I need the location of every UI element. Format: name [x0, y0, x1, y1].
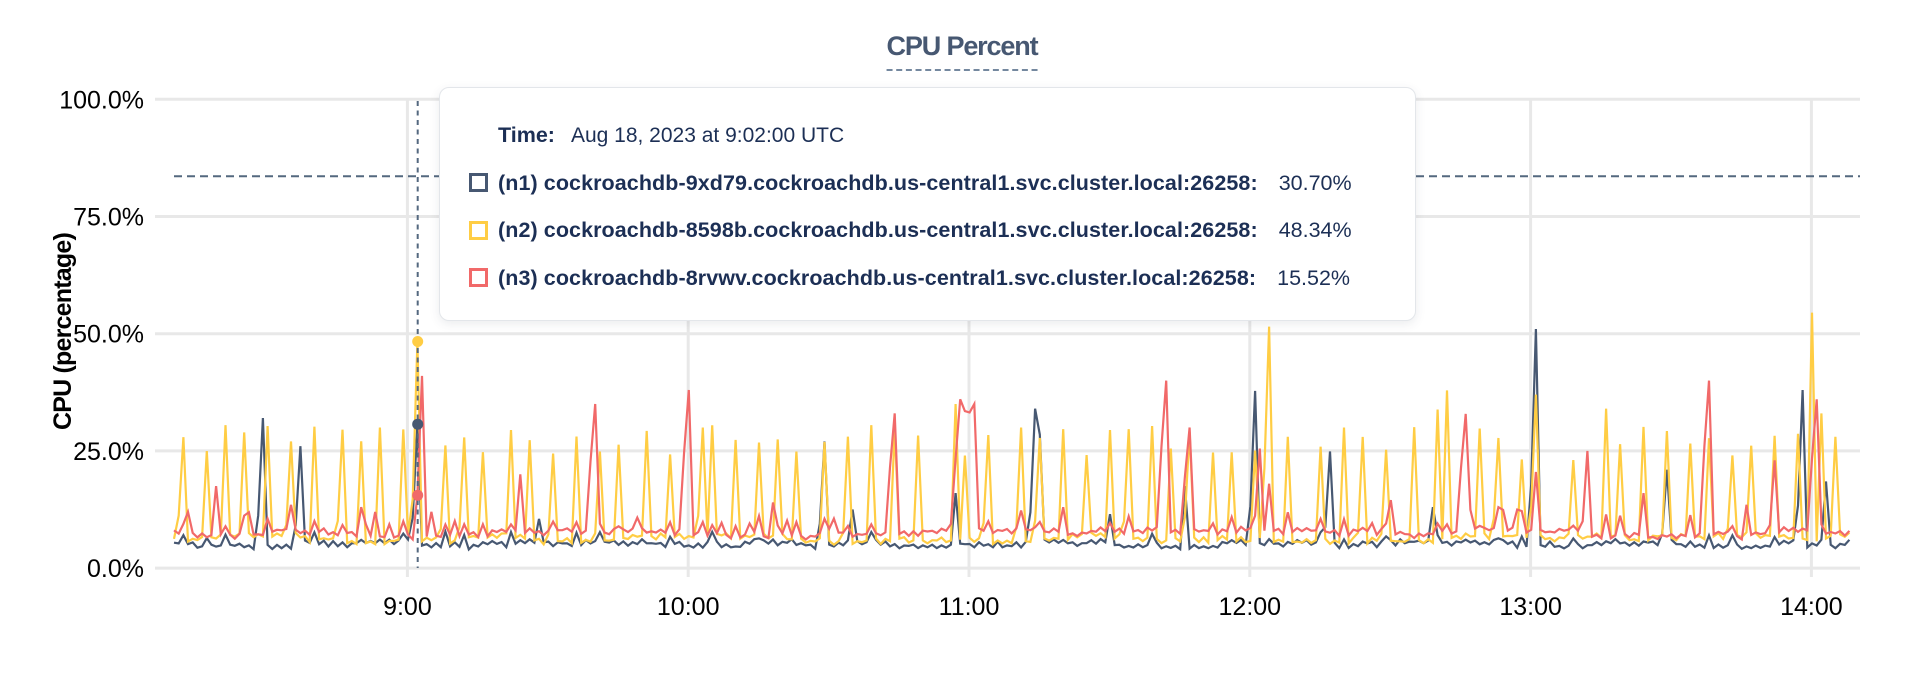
- svg-text:25.0%: 25.0%: [73, 438, 144, 466]
- svg-text:75.0%: 75.0%: [73, 204, 144, 232]
- svg-text:CPU (percentage): CPU (percentage): [49, 233, 77, 430]
- svg-text:9:00: 9:00: [383, 593, 432, 621]
- svg-text:100.0%: 100.0%: [59, 86, 144, 114]
- svg-text:12:00: 12:00: [1219, 593, 1282, 621]
- svg-text:13:00: 13:00: [1499, 593, 1562, 621]
- svg-text:14:00: 14:00: [1780, 593, 1843, 621]
- svg-text:50.0%: 50.0%: [73, 321, 144, 349]
- svg-text:10:00: 10:00: [657, 593, 720, 621]
- svg-text:0.0%: 0.0%: [87, 555, 144, 583]
- svg-text:11:00: 11:00: [939, 593, 1000, 621]
